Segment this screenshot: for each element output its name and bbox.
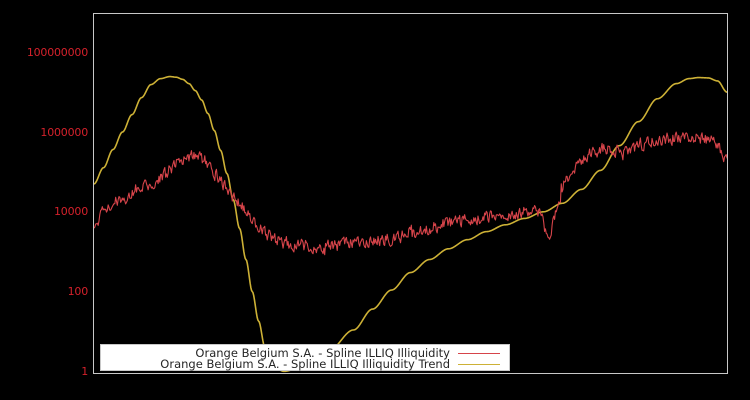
legend-swatch-illiq xyxy=(458,353,500,354)
y-axis-tick-labels: 1 100 10000 1000000 100000000 xyxy=(0,0,88,400)
series-line-illiq xyxy=(94,131,727,256)
legend-label-illiq-trend: Orange Belgium S.A. - Spline ILLIQ Illiq… xyxy=(160,357,450,371)
y-tick-label: 10000 xyxy=(54,205,88,219)
chart-lines xyxy=(94,75,727,373)
legend-entry-illiq: Orange Belgium S.A. - Spline ILLIQ Illiq… xyxy=(101,347,509,360)
y-tick-label: 1000000 xyxy=(40,125,88,139)
y-tick-label: 100 xyxy=(67,285,89,299)
plot-area xyxy=(93,13,728,374)
y-tick-label: 100000000 xyxy=(26,45,88,59)
y-tick-label: 1 xyxy=(81,365,88,378)
chart-legend: Orange Belgium S.A. - Spline ILLIQ Illiq… xyxy=(100,344,510,371)
legend-swatch-illiq-trend xyxy=(458,364,500,365)
legend-label-illiq: Orange Belgium S.A. - Spline ILLIQ Illiq… xyxy=(195,346,450,360)
series-line-illiq-trend xyxy=(94,75,727,373)
legend-entry-illiq-trend: Orange Belgium S.A. - Spline ILLIQ Illiq… xyxy=(101,358,509,371)
